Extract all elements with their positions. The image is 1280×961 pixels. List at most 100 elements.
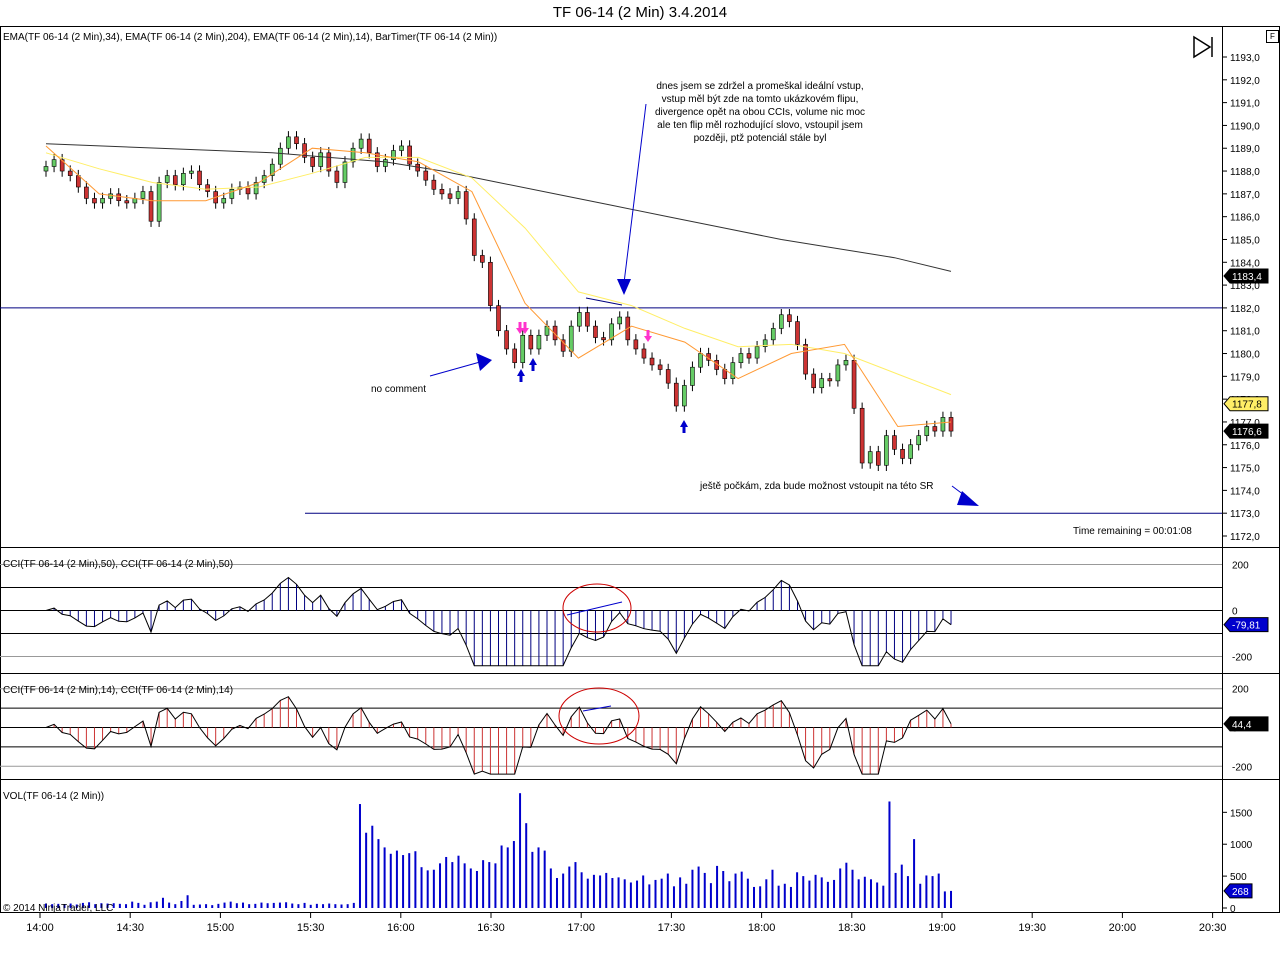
volume-bar [802, 876, 805, 908]
candle-body [156, 182, 162, 222]
volume-bar [863, 876, 866, 908]
sell-arrow-stem [523, 322, 527, 328]
volume-bar [488, 862, 491, 908]
candle-body [302, 143, 307, 158]
candle-body [407, 145, 412, 165]
cci-tick-label: -200 [1232, 653, 1252, 664]
volume-bar [845, 862, 848, 908]
candle-body [326, 152, 332, 172]
price-tick-label: 1184,0 [1230, 258, 1260, 269]
volume-bar [512, 841, 515, 908]
volume-bar [315, 903, 318, 908]
cci-tick-label: 0 [1232, 607, 1238, 618]
cci-tick-label: -200 [1232, 762, 1252, 773]
volume-bar [888, 801, 891, 908]
volume-bar [869, 879, 872, 908]
candle-body [609, 323, 614, 341]
volume-bar [211, 905, 214, 908]
volume-bar [759, 886, 762, 908]
candle-body [471, 218, 477, 256]
candle-body [641, 348, 647, 359]
candle-body [480, 255, 485, 263]
candle-body [229, 188, 235, 199]
time-label: 14:30 [116, 922, 144, 934]
cci-tick-label: 200 [1232, 561, 1249, 572]
volume-bar [414, 851, 417, 908]
volume-bar [555, 878, 558, 908]
volume-bar [906, 876, 909, 908]
skip-forward-icon[interactable] [1193, 35, 1213, 59]
volume-bar [734, 873, 737, 908]
volume-bar [254, 903, 257, 908]
volume-bar [894, 872, 897, 908]
volume-bar [63, 904, 66, 908]
candle-body [884, 435, 889, 466]
candle-body [43, 166, 49, 172]
candle-body [560, 339, 566, 352]
candle-body [843, 360, 849, 366]
volume-bar [703, 872, 706, 908]
volume-bar [549, 868, 552, 908]
volume-bar [777, 885, 780, 908]
volume-bar [857, 879, 860, 908]
candle-body [730, 362, 736, 379]
price-tick-label: 1189,0 [1230, 144, 1260, 155]
volume-bar [51, 904, 54, 908]
price-tick-label: 1173,0 [1230, 509, 1260, 520]
candle-body [682, 385, 687, 407]
volume-bar [500, 845, 503, 908]
volume-bar [642, 875, 645, 908]
volume-bar [198, 904, 201, 908]
volume-bar [574, 862, 577, 908]
volume-bar [913, 839, 916, 908]
volume-bar [519, 793, 522, 908]
price-badge [1223, 396, 1269, 412]
candle-body [819, 378, 825, 389]
volume-bar [180, 900, 183, 908]
volume-bar [580, 872, 583, 908]
volume-bar [808, 880, 811, 908]
volume-bar [562, 873, 565, 908]
candle-body [657, 364, 663, 370]
candle-body [108, 193, 113, 199]
cci-line [45, 696, 952, 775]
price-tick-label: 1179,0 [1230, 372, 1260, 383]
candle-body [439, 188, 445, 195]
candle-body [811, 373, 816, 389]
volume-bar [636, 880, 639, 908]
candle-body [762, 339, 768, 347]
candle-body [431, 179, 437, 190]
candle-body [568, 325, 574, 352]
candle-body [100, 198, 105, 204]
candle-body [342, 161, 348, 183]
candle-body [374, 152, 380, 167]
candle-body [253, 182, 259, 195]
volume-bar [322, 904, 325, 908]
cci14-indicator-label: CCI(TF 06-14 (2 Min),14), CCI(TF 06-14 (… [3, 685, 234, 696]
price-tick-label: 1176,0 [1230, 441, 1260, 452]
candle-body [900, 449, 905, 459]
candle-body [197, 170, 202, 186]
candle-body [334, 170, 340, 183]
time-label: 18:30 [838, 922, 866, 934]
cci-badge [1223, 716, 1269, 732]
volume-bar [137, 902, 140, 908]
volume-bar [826, 881, 829, 908]
candle-body [140, 191, 146, 199]
volume-bar [75, 904, 78, 908]
candle-body [269, 163, 275, 176]
volume-bar [143, 904, 146, 908]
sell-arrow-stem [646, 330, 650, 336]
candle-body [875, 451, 881, 466]
f-button[interactable]: F [1266, 30, 1279, 43]
candle-body [399, 145, 404, 151]
candle-body [278, 147, 283, 165]
candle-body [795, 321, 800, 345]
price-tick-label: 1172,0 [1230, 532, 1260, 543]
cci-badge-label: -79,81 [1232, 621, 1261, 632]
buy-arrow-stem [682, 427, 686, 433]
candle-body [690, 366, 695, 386]
volume-bar [81, 902, 84, 908]
time-label: 17:00 [567, 922, 595, 934]
